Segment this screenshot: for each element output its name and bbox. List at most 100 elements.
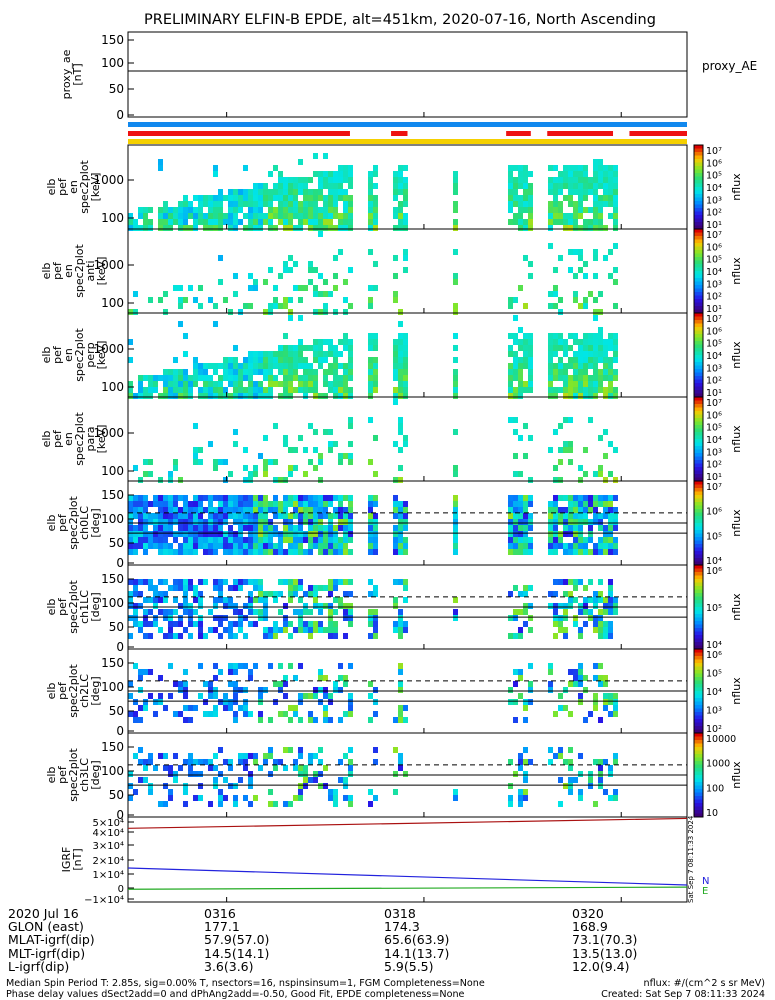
colorbar-swatch xyxy=(694,463,703,468)
colorbar-tick-label: 10⁵ xyxy=(706,339,722,350)
colorbar-tick-label: 10000 xyxy=(706,734,736,745)
colorbar-swatch xyxy=(694,649,703,653)
tick-l: 12.0(9.4) xyxy=(572,958,630,974)
colorbar-swatch xyxy=(694,659,703,664)
y-tick-label: 100 xyxy=(101,464,124,478)
colorbar-swatch xyxy=(694,799,703,804)
panel-ylabel: elbpefenspec2plotanti[keV] xyxy=(40,244,108,298)
colorbar-swatch xyxy=(694,393,703,398)
tick-time: 0320 xyxy=(572,906,604,921)
colorbar-swatch xyxy=(694,274,703,279)
colorbar-swatch xyxy=(694,572,703,576)
colorbar-swatch xyxy=(694,246,703,251)
colorbar-label: nflux xyxy=(730,425,743,453)
colorbar-swatch xyxy=(694,512,703,517)
yellow-bar-segment xyxy=(128,139,687,144)
colorbar-tick-label: 100 xyxy=(706,783,724,794)
colorbar-swatch xyxy=(694,414,703,419)
colorbar-swatch xyxy=(694,201,703,205)
colorbar-swatch xyxy=(694,355,703,359)
y-tick-label: 100 xyxy=(101,764,124,778)
orbit-row-time: 2020 Jul 16 0316 0318 0320 xyxy=(6,907,766,920)
colorbar-swatch xyxy=(694,386,703,391)
colorbar-swatch xyxy=(694,740,703,744)
y-tick-label: 50 xyxy=(109,788,124,802)
colorbar-swatch xyxy=(694,722,703,727)
colorbar-swatch xyxy=(694,351,703,356)
colorbar-swatch xyxy=(694,547,703,552)
y-tick-label: 1000 xyxy=(93,173,124,187)
colorbar-swatch xyxy=(694,782,703,786)
colorbar-swatch xyxy=(694,663,703,667)
colorbar-swatch xyxy=(694,792,703,797)
colorbar-swatch xyxy=(694,428,703,433)
y-tick-label: 50 xyxy=(109,536,124,550)
colorbar-swatch xyxy=(694,624,703,629)
colorbar-swatch xyxy=(694,635,703,639)
igrf-legend-label: N xyxy=(702,876,709,887)
colorbar-swatch xyxy=(694,260,703,265)
colorbar-swatch xyxy=(694,145,703,149)
colorbar-tick-label: 10⁴ xyxy=(706,183,722,194)
colorbar-tick-label: 10⁶ xyxy=(706,410,722,421)
colorbar-tick-label: 10⁷ xyxy=(706,230,722,241)
colorbar-swatch xyxy=(694,666,703,671)
colorbar-swatch xyxy=(694,411,703,415)
colorbar-swatch xyxy=(694,267,703,272)
colorbar-swatch xyxy=(694,341,703,345)
colorbar-tick-label: 10² xyxy=(706,460,722,471)
orbit-row-glon: GLON (east) 177.1 174.3 168.9 xyxy=(6,920,766,933)
colorbar-swatch xyxy=(694,187,703,191)
tick-mlat: 65.6(63.9) xyxy=(384,932,450,948)
colorbar-swatch xyxy=(694,638,703,643)
y-tick-label: 100 xyxy=(101,380,124,394)
colorbar-swatch xyxy=(694,218,703,223)
colorbar-swatch xyxy=(694,694,703,699)
y-tick-label: 0 xyxy=(116,108,124,122)
orbit-row-mlat: MLAT-igrf(dip) 57.9(57.0) 65.6(63.9) 73.1(7… xyxy=(6,933,766,946)
tick-mlt: 14.5(14.1) xyxy=(204,945,270,961)
colorbar-swatch xyxy=(694,264,703,268)
colorbar-swatch xyxy=(694,379,703,384)
red-bar-segment xyxy=(391,131,408,136)
colorbar-swatch xyxy=(694,316,703,321)
panel-7: elbpefspec2plotch2LC[deg]150 100 50 0 xyxy=(45,648,688,738)
colorbar-tick-label: 10⁵ xyxy=(706,423,722,434)
colorbar-swatch xyxy=(694,449,703,454)
y-tick-label: 3×10⁴ xyxy=(93,841,124,852)
colorbar-swatch xyxy=(694,551,703,555)
spectrogram-7 xyxy=(128,663,618,723)
colorbar-swatch xyxy=(694,239,703,244)
colorbar-swatch xyxy=(694,372,703,377)
igrf-legend-label: E xyxy=(702,886,708,897)
colorbar-tick-label: 10³ xyxy=(706,195,722,206)
colorbar-swatch xyxy=(694,684,703,688)
y-tick-label: −1×10⁴ xyxy=(84,895,124,906)
colorbar-tick-label: 10² xyxy=(706,292,722,303)
colorbar-swatch xyxy=(694,670,703,674)
colorbar-swatch xyxy=(694,729,703,734)
colorbar-tick-label: 10⁴ xyxy=(706,640,722,651)
colorbar-swatch xyxy=(694,705,703,709)
tick-glon: 168.9 xyxy=(572,919,608,935)
blue-bar-segment xyxy=(128,122,687,127)
colorbar-swatch xyxy=(694,313,703,317)
colorbar-swatch xyxy=(694,652,703,657)
colorbar-tick-label: 10⁶ xyxy=(706,158,722,169)
colorbar-swatch xyxy=(694,173,703,177)
y-tick-label: 0 xyxy=(116,640,124,654)
colorbar-swatch xyxy=(694,162,703,167)
tick-mlt: 14.1(13.7) xyxy=(384,945,450,961)
red-bar-segment xyxy=(128,131,350,136)
colorbar-swatch xyxy=(694,169,703,174)
tick-mlat: 57.9(57.0) xyxy=(204,932,270,948)
colorbar-swatch xyxy=(694,768,703,772)
colorbar-tick-label: 10⁶ xyxy=(706,326,722,337)
panel-5: elbpefspec2plotch0LC[deg]150 100 50 0 xyxy=(45,480,688,570)
colorbar-label: nflux xyxy=(730,257,743,285)
colorbar-swatch xyxy=(694,477,703,482)
spectrogram-1 xyxy=(128,153,618,231)
note-line-1: Median Spin Period T: 2.85s, sig=0.00% T… xyxy=(6,978,485,989)
colorbar-label: nflux xyxy=(730,593,743,621)
note-units: nflux: #/(cm^2 s sr MeV) xyxy=(643,978,765,989)
